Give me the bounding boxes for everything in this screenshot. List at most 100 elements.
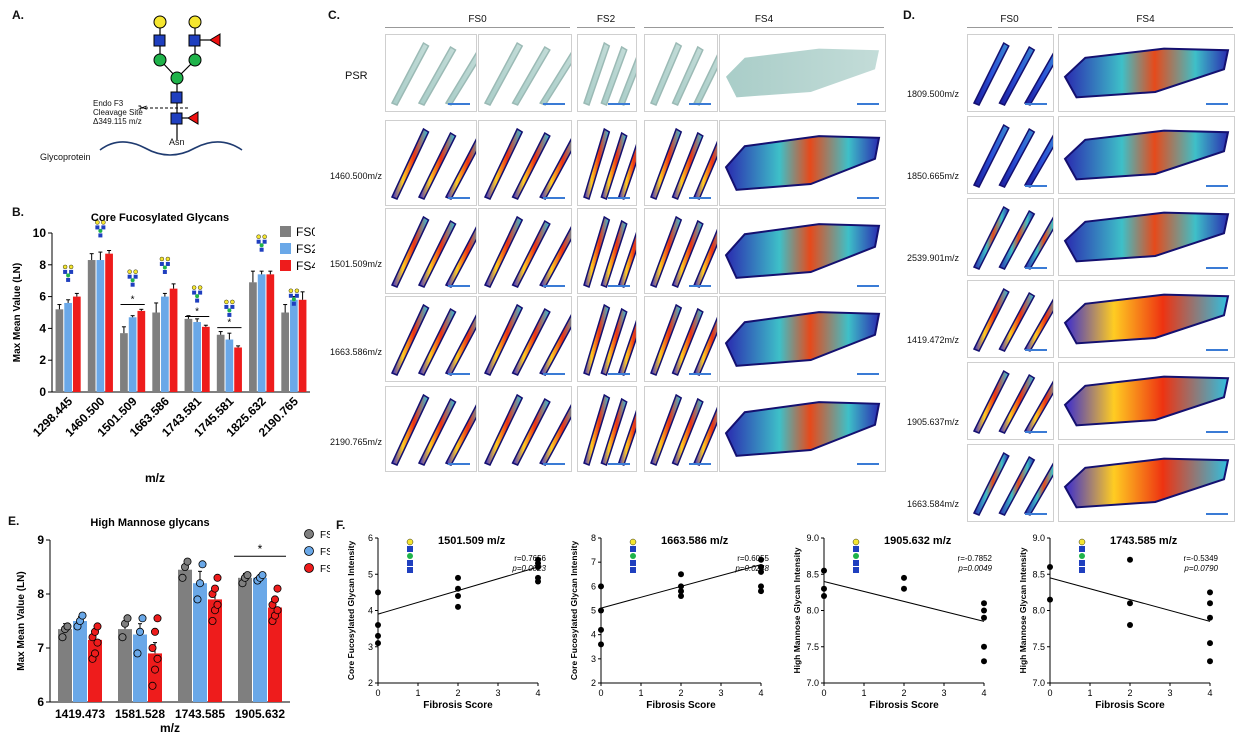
glcnac-icon xyxy=(162,269,167,274)
tissue-section xyxy=(1063,457,1230,509)
tissue-image-tile xyxy=(967,198,1054,276)
data-point xyxy=(273,584,282,593)
mannose-icon xyxy=(1079,553,1085,559)
y-tick-label: 7 xyxy=(37,641,44,655)
tissue-section xyxy=(726,48,879,98)
x-tick-label: 1 xyxy=(1087,688,1092,698)
bar xyxy=(208,599,222,702)
scatter-point xyxy=(1207,600,1213,607)
tissue-heatmap xyxy=(972,369,1053,434)
x-tick-label: 2 xyxy=(1127,688,1132,698)
tissue-heatmap xyxy=(650,303,717,376)
intensity-scale-bar xyxy=(1206,103,1228,105)
chart-f-scatter-2: 2 3 4 5 6 7 8 0 1 2 3 4 Fibrosis Score Core Fucosylat… xyxy=(569,533,770,711)
tissue-strip xyxy=(511,219,551,288)
scatter-point xyxy=(375,632,381,639)
tissue-heatmap xyxy=(650,127,717,200)
tissue-heatmap xyxy=(972,451,1053,516)
bar xyxy=(87,260,96,392)
tissue-strip xyxy=(417,45,457,106)
tissue-section xyxy=(1063,375,1230,427)
intensity-scale-bar xyxy=(448,373,470,375)
tissue-strip xyxy=(998,373,1036,434)
mannose-icon xyxy=(162,265,167,270)
tissue-strip xyxy=(417,397,457,466)
glcnac-icon xyxy=(291,301,296,306)
scatter-point xyxy=(375,589,381,596)
glcnac-icon xyxy=(288,293,293,298)
bar xyxy=(201,326,210,392)
y-axis-label: Core Fucosylated Glycan Intensity xyxy=(346,541,356,681)
chart-title: Core Fucosylated Glycans xyxy=(91,212,229,224)
scatter-point xyxy=(821,585,827,592)
tissue-strip xyxy=(671,307,704,376)
tissue-heatmap xyxy=(390,41,476,106)
data-point xyxy=(136,627,145,636)
glcnac-icon xyxy=(192,290,197,295)
intensity-scale-bar xyxy=(1025,267,1047,269)
tissue-strip xyxy=(671,131,704,200)
tissue-strip xyxy=(972,123,1010,188)
galactose-icon xyxy=(197,285,203,290)
panel-c-letter: C. xyxy=(328,8,340,22)
intensity-scale-bar xyxy=(689,463,711,465)
x-tick-label: 4 xyxy=(981,688,986,698)
tissue-section xyxy=(724,223,881,279)
glcnac-icon xyxy=(95,225,100,230)
panel-d-mz-label: 1419.472m/z xyxy=(907,335,960,345)
asn-label: Asn xyxy=(169,137,185,147)
data-point xyxy=(193,595,202,604)
galactose-icon xyxy=(159,256,165,262)
y-tick-label: 8 xyxy=(37,587,44,601)
x-axis-label: Fibrosis Score xyxy=(423,700,493,711)
tissue-strip xyxy=(671,219,704,288)
scatter-point xyxy=(678,583,684,590)
glcnac-icon xyxy=(159,261,164,266)
tissue-strip xyxy=(483,127,524,200)
y-tick-label: 2 xyxy=(591,678,596,688)
tissue-image-tile xyxy=(719,120,886,206)
glcnac-icon xyxy=(630,560,636,566)
tissue-heatmap xyxy=(483,303,571,376)
scatter-point xyxy=(981,614,987,621)
bar xyxy=(178,569,192,702)
tissue-strip xyxy=(972,369,1010,434)
panel-d-mz-label: 2539.901m/z xyxy=(907,253,960,263)
tissue-strip xyxy=(417,131,457,200)
galactose-icon xyxy=(101,220,106,225)
y-axis-label: Core Fucosylated Glycan Intensity xyxy=(569,541,579,681)
tissue-strip xyxy=(972,287,1010,352)
x-axis-label: m/z xyxy=(145,471,165,485)
scatter-point xyxy=(1207,589,1213,596)
glcnac-icon xyxy=(853,546,859,552)
x-tick-label: 0 xyxy=(1047,688,1052,698)
bar xyxy=(133,634,147,702)
tissue-image-tile xyxy=(478,386,572,472)
scatter-point xyxy=(678,588,684,595)
chart-f-scatter-4: 7.0 7.5 8.0 8.5 9.0 0 1 2 3 4 Fibrosis Score High M… xyxy=(1018,533,1219,711)
y-axis-label: High Mannose Glycan Intensity xyxy=(1018,547,1028,673)
galactose-icon xyxy=(165,256,171,262)
x-tick-label: 1743.585 xyxy=(175,707,225,721)
intensity-scale-bar xyxy=(689,285,711,287)
tissue-section xyxy=(1063,47,1230,99)
intensity-scale-bar xyxy=(1025,431,1047,433)
chart-title: 1905.632 m/z xyxy=(884,535,952,547)
intensity-scale-bar xyxy=(543,373,565,375)
tissue-strip xyxy=(671,45,704,106)
intensity-scale-bar xyxy=(689,103,711,105)
panel-c-header-fs2: FS2 xyxy=(596,14,616,25)
glcnac-icon xyxy=(1079,567,1085,573)
tissue-heatmap xyxy=(650,41,717,106)
panel-c-mz-label: 1460.500m/z xyxy=(330,171,383,181)
tissue-strip xyxy=(998,209,1036,270)
tissue-strip xyxy=(483,393,524,466)
y-tick-label: 9 xyxy=(37,533,44,547)
glcnac-icon xyxy=(227,312,232,317)
x-tick-label: 3 xyxy=(1167,688,1172,698)
scatter-point xyxy=(678,593,684,599)
y-tick-label: 8 xyxy=(591,533,596,543)
glcnac-icon xyxy=(165,261,170,266)
tissue-strip xyxy=(650,127,683,200)
tissue-image-tile xyxy=(644,208,718,294)
